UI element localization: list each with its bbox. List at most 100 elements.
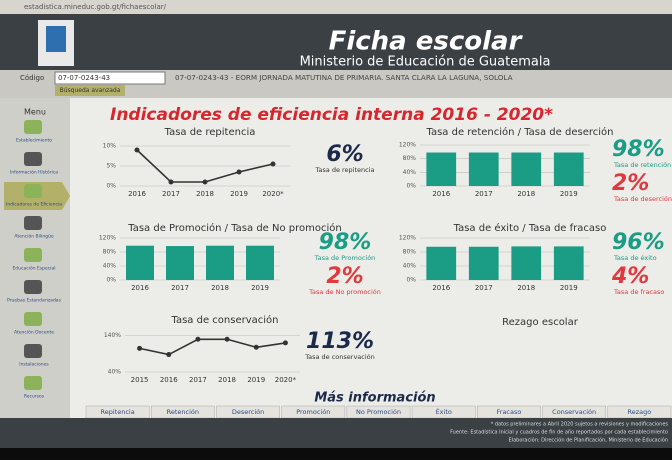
tab-label[interactable]: Rezago <box>628 408 652 416</box>
indicator-label: Tasa de retención <box>613 161 671 169</box>
bar <box>511 153 541 186</box>
menu-item[interactable]: Atención Docente <box>14 329 54 336</box>
x-tick-label: 2017 <box>475 284 493 292</box>
indicator-value: 4% <box>611 264 649 289</box>
menu-item[interactable]: Atención Bilingüe <box>14 233 54 240</box>
x-tick-label: 2016 <box>432 190 450 198</box>
indicator-label: Tasa de Promoción <box>314 254 376 262</box>
bar <box>246 246 274 280</box>
point <box>271 162 276 167</box>
chart-title: Tasa de retención / Tasa de deserción <box>426 126 614 138</box>
bar <box>206 246 234 280</box>
url[interactable]: estadistica.mineduc.gob.gt/fichaescolar/ <box>24 3 167 11</box>
x-tick-label: 2019 <box>230 190 248 198</box>
point <box>283 340 288 345</box>
menu-item[interactable]: Establecimiento <box>16 138 52 144</box>
point <box>137 346 142 351</box>
bar <box>511 246 541 280</box>
header-subtitle: Ministerio de Educación de Guatemala <box>300 55 551 70</box>
menu-item[interactable]: Información Histórica <box>10 169 58 176</box>
menu-item[interactable]: Educación Especial <box>12 265 55 272</box>
indicator-label: Tasa de No promoción <box>308 288 381 296</box>
menu-item[interactable]: Pruebas Estandarizadas <box>7 298 62 304</box>
indicator-label: Tasa de éxito <box>613 254 657 262</box>
menu-icon[interactable] <box>24 184 42 198</box>
tab-label[interactable]: Éxito <box>436 407 452 416</box>
x-tick-label: 2019 <box>251 284 269 292</box>
tab-label[interactable]: Conservación <box>552 408 596 416</box>
menu-icon[interactable] <box>24 120 42 134</box>
chart-title: Tasa de repitencia <box>164 127 256 138</box>
menu-icon[interactable] <box>24 344 42 358</box>
header-title: Ficha escolar <box>329 27 524 57</box>
chart-title: Tasa de conservación <box>171 314 279 326</box>
sidebar-title: Menu <box>24 108 46 117</box>
y-tick-label: 5% <box>106 163 116 170</box>
menu-icon[interactable] <box>24 280 42 294</box>
y-tick-label: 80% <box>403 155 417 162</box>
menu-icon[interactable] <box>24 248 42 262</box>
code-label: Código <box>20 74 44 82</box>
tab-label[interactable]: Deserción <box>232 408 264 416</box>
y-tick-label: 10% <box>103 143 117 150</box>
point <box>203 180 208 185</box>
bar <box>469 247 499 280</box>
menu-icon[interactable] <box>24 152 42 166</box>
y-tick-label: 40% <box>103 263 117 270</box>
screen: estadistica.mineduc.gob.gt/fichaescolar/… <box>0 0 672 460</box>
main-title: Indicadores de eficiencia interna 2016 -… <box>110 105 553 125</box>
advanced-search-label: Búsqueda avanzada <box>60 87 121 94</box>
indicator-value: 98% <box>319 230 372 255</box>
y-tick-label: 0% <box>106 277 116 284</box>
tab-label[interactable]: Retención <box>167 408 199 416</box>
indicator-value: 2% <box>326 264 363 289</box>
bar <box>554 153 584 186</box>
y-tick-label: 0% <box>406 183 416 190</box>
more-title: Más información <box>314 391 435 406</box>
y-tick-label: 40% <box>108 369 122 376</box>
y-tick-label: 140% <box>104 332 121 339</box>
tab-label[interactable]: No Promoción <box>356 408 401 416</box>
point <box>169 180 174 185</box>
point <box>254 345 259 350</box>
x-tick-label: 2019 <box>560 284 578 292</box>
x-tick-label: 2015 <box>131 376 149 384</box>
menu-icon[interactable] <box>24 216 42 230</box>
x-tick-label: 2017 <box>475 190 493 198</box>
indicator-value: 96% <box>612 230 665 255</box>
x-tick-label: 2020* <box>275 376 297 384</box>
point <box>135 148 140 153</box>
bar <box>426 153 456 186</box>
menu-item[interactable]: Recursos <box>24 394 45 400</box>
bottom-strip <box>0 448 672 460</box>
y-tick-label: 40% <box>403 169 417 176</box>
menu-icon[interactable] <box>24 376 42 390</box>
tab-label[interactable]: Promoción <box>296 408 330 416</box>
indicator-value: 2% <box>612 171 649 196</box>
x-tick-label: 2016 <box>131 284 149 292</box>
point <box>225 337 230 342</box>
indicator-label: Tasa de deserción <box>613 195 672 203</box>
x-tick-label: 2017 <box>171 284 189 292</box>
indicator-label: Tasa de conservación <box>304 353 375 361</box>
indicator-value: 98% <box>612 137 665 162</box>
chart-title: Tasa de éxito / Tasa de fracaso <box>453 222 607 234</box>
bar <box>126 246 154 280</box>
footer-note: Fuente: Estadística Inicial y cuadros de… <box>450 429 668 436</box>
x-tick-label: 2020* <box>262 190 284 198</box>
menu-icon[interactable] <box>24 312 42 326</box>
tab-label[interactable]: Fracaso <box>497 408 522 416</box>
x-tick-label: 2018 <box>517 284 535 292</box>
y-tick-label: 0% <box>106 183 116 190</box>
menu-item[interactable]: Indicadores de Eficiencia <box>6 202 62 208</box>
x-tick-label: 2019 <box>247 376 265 384</box>
x-tick-label: 2018 <box>211 284 229 292</box>
x-tick-label: 2016 <box>160 376 178 384</box>
y-tick-label: 40% <box>403 263 417 270</box>
x-tick-label: 2018 <box>517 190 535 198</box>
logo-mark <box>46 26 66 52</box>
x-tick-label: 2017 <box>162 190 180 198</box>
tab-label[interactable]: Repitencia <box>101 408 135 416</box>
menu-item[interactable]: Instalaciones <box>19 362 49 368</box>
bar <box>554 246 584 280</box>
